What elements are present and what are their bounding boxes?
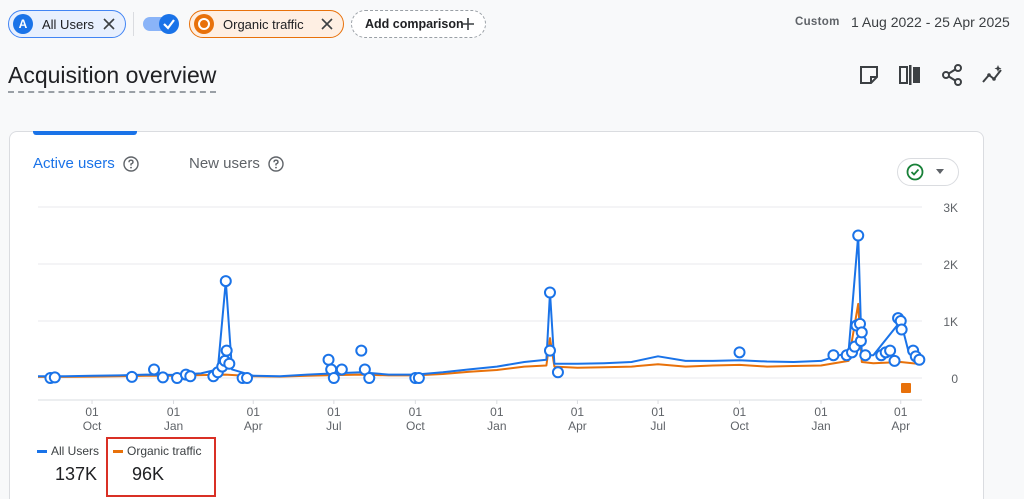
page-title[interactable]: Acquisition overview: [8, 62, 217, 93]
legend-value: 96K: [132, 464, 165, 484]
help-icon[interactable]: [123, 155, 139, 172]
legend-all-users[interactable]: All Users 137K: [37, 444, 99, 485]
date-custom-label: Custom: [795, 16, 840, 28]
filter-bar: A All Users Organic traffic Add comparis…: [0, 0, 1024, 50]
tab-label: Active users: [33, 155, 115, 172]
add-comparison-label: Add comparison: [365, 17, 464, 31]
legend-swatch: [37, 449, 47, 453]
tab-new-users[interactable]: New users: [189, 155, 284, 172]
chevron-down-icon: [936, 169, 944, 174]
tab-active-users[interactable]: Active users: [33, 155, 139, 172]
active-tab-indicator: [33, 131, 137, 135]
organic-traffic-label: Organic traffic: [223, 16, 304, 32]
close-icon[interactable]: [319, 16, 335, 32]
plus-icon: [462, 18, 474, 30]
organic-traffic-chip[interactable]: Organic traffic: [189, 10, 344, 38]
legend-organic-traffic[interactable]: Organic traffic 96K: [113, 444, 201, 485]
divider: [133, 12, 134, 36]
legend-label: Organic traffic: [127, 444, 202, 458]
organic-badge-icon: [194, 14, 214, 34]
check-circle-icon: [906, 163, 924, 181]
date-range-picker[interactable]: 1 Aug 2022 - 25 Apr 2025: [851, 14, 1010, 30]
highlight-box: [106, 437, 216, 497]
segment-badge: A: [13, 14, 33, 34]
legend-value: 137K: [55, 464, 98, 484]
all-users-label: All Users: [42, 16, 95, 32]
add-comparison-button[interactable]: Add comparison: [351, 10, 486, 38]
legend-name: All Users: [37, 444, 99, 458]
tab-label: New users: [189, 155, 260, 172]
help-icon[interactable]: [268, 155, 284, 172]
all-users-chip[interactable]: A All Users: [8, 10, 126, 38]
legend-label: All Users: [51, 444, 100, 458]
chart-options-dropdown[interactable]: [897, 158, 959, 186]
legend-name: Organic traffic: [113, 444, 201, 458]
comparison-toggle[interactable]: [141, 12, 181, 36]
legend-swatch: [113, 449, 123, 453]
close-icon[interactable]: [101, 16, 117, 32]
compare-icon[interactable]: [899, 64, 921, 86]
annotation-icon[interactable]: [858, 64, 880, 86]
insights-icon[interactable]: [982, 64, 1004, 86]
share-icon[interactable]: [941, 64, 963, 86]
